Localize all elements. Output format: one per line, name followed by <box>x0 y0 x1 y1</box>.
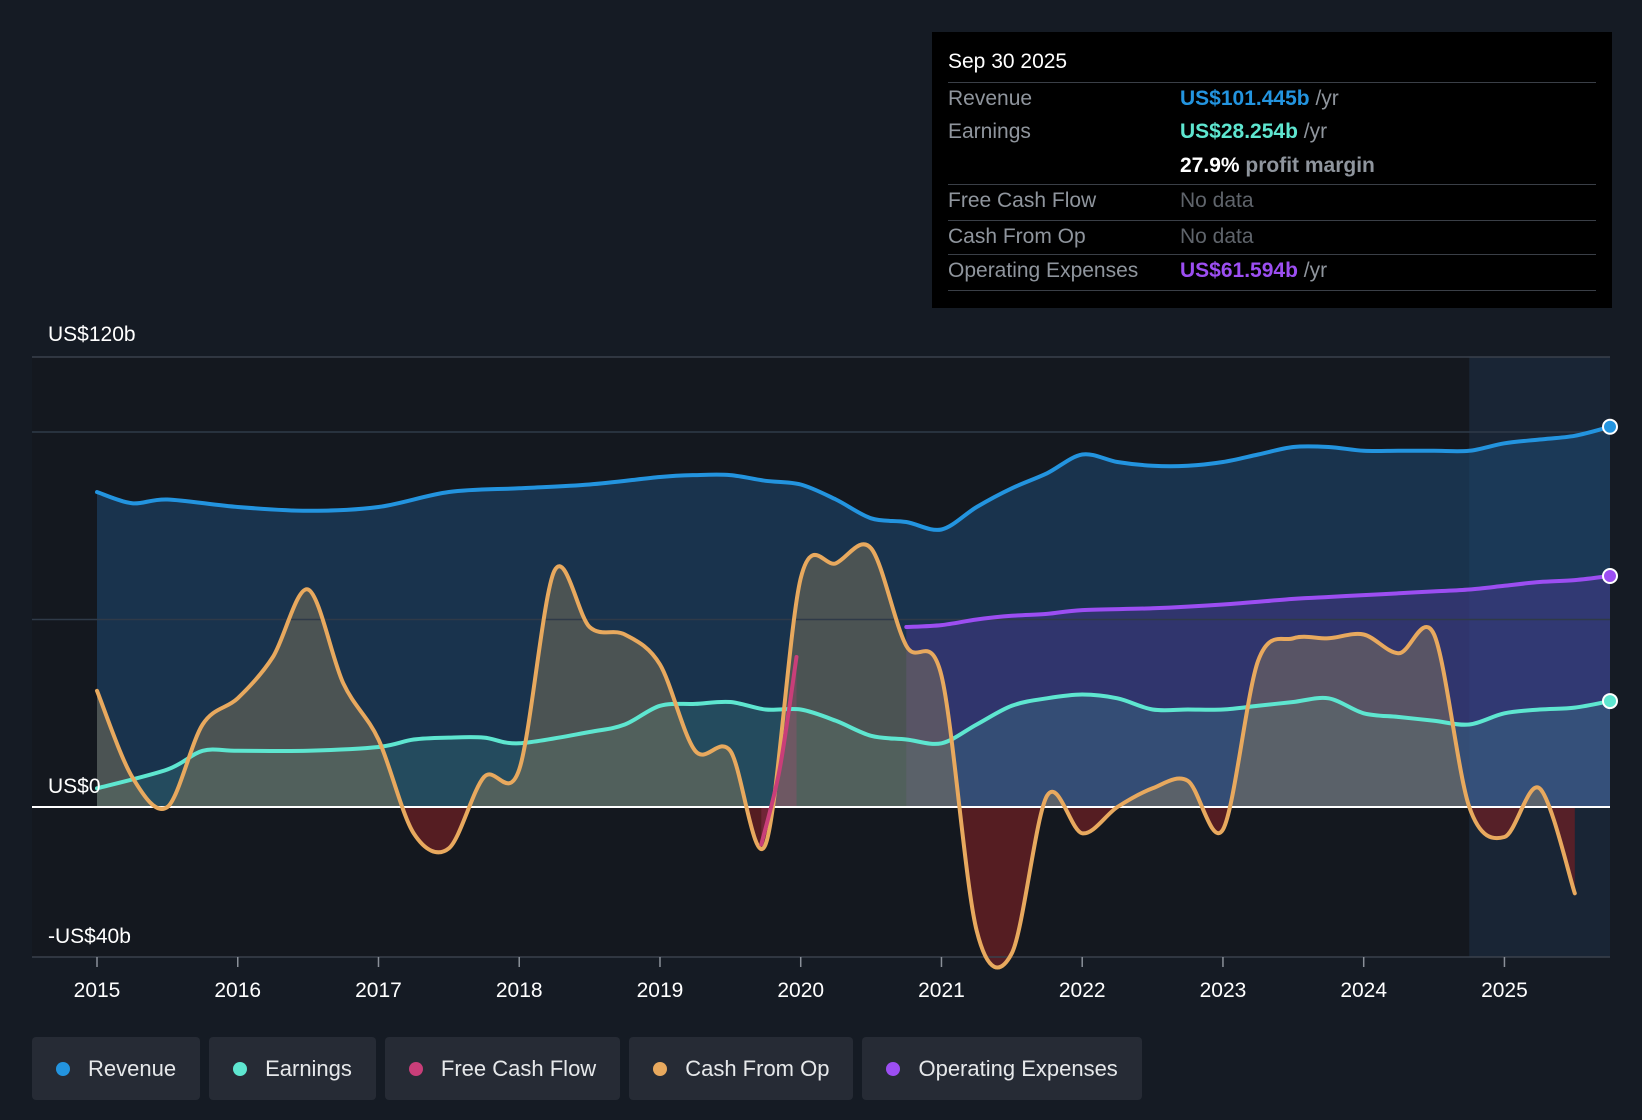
x-tick-label: 2022 <box>1059 979 1106 1002</box>
free-cash-flow-dot-icon <box>408 1061 423 1076</box>
tooltip-divider <box>948 290 1596 291</box>
tooltip-date: Sep 30 2025 <box>948 50 1068 73</box>
legend-item-revenue[interactable]: Revenue <box>32 1037 201 1100</box>
tooltip-cfo-value: No data <box>1180 225 1254 248</box>
tooltip-fcf-value: No data <box>1180 189 1254 212</box>
tooltip-opex-value: US$61.594b <box>1180 259 1298 282</box>
tooltip-earnings-label: Earnings <box>948 120 1031 143</box>
x-tick-label: 2019 <box>637 979 684 1002</box>
legend-label-cash-from-op: Cash From Op <box>685 1055 830 1081</box>
x-tick-label: 2025 <box>1481 979 1528 1002</box>
tooltip-margin-label: profit margin <box>1245 154 1375 177</box>
revenue-endpoint <box>1602 418 1618 435</box>
y-tick-label: US$120b <box>48 323 136 346</box>
legend-item-operating-expenses[interactable]: Operating Expenses <box>862 1037 1142 1100</box>
tooltip-row-revenue: Revenue US$101.445b /yr <box>948 82 1596 117</box>
cash-from-op-area-positive <box>97 544 1575 807</box>
tooltip-revenue-value: US$101.445b <box>1180 87 1310 110</box>
x-tick-label: 2020 <box>777 979 824 1002</box>
operating-expenses-endpoint <box>1602 568 1618 584</box>
x-tick-label: 2017 <box>355 979 402 1002</box>
legend-item-free-cash-flow[interactable]: Free Cash Flow <box>384 1037 621 1100</box>
revenue-line <box>95 424 1612 532</box>
revenue-dot-icon <box>56 1061 70 1076</box>
free-cash-flow-area <box>761 657 797 845</box>
tooltip-revenue-unit: /yr <box>1315 87 1339 110</box>
x-tick-label: 2016 <box>214 979 261 1002</box>
y-tick-label: US$0 <box>48 775 101 798</box>
tooltip-row-margin: 27.9% profit margin <box>948 150 1596 184</box>
tooltip-earnings-value: US$28.254b <box>1180 120 1298 143</box>
tooltip-row-fcf: Free Cash Flow No data <box>948 184 1596 219</box>
operating-expenses-dot-icon <box>886 1061 901 1076</box>
earnings-area <box>97 694 1610 807</box>
x-tick-label: 2015 <box>74 979 121 1002</box>
x-tick-label: 2023 <box>1200 979 1247 1002</box>
tooltip-row-earnings: Earnings US$28.254b /yr <box>948 116 1596 150</box>
legend-label-free-cash-flow: Free Cash Flow <box>440 1055 597 1081</box>
x-tick-label: 2021 <box>918 979 965 1002</box>
tooltip-opex-label: Operating Expenses <box>948 259 1139 282</box>
tooltip-earnings-unit: /yr <box>1303 120 1328 143</box>
cash-from-op-line <box>95 542 1577 970</box>
cash-from-op-dot-icon <box>653 1061 668 1076</box>
free-cash-flow-line <box>759 655 799 847</box>
legend-item-earnings[interactable]: Earnings <box>209 1037 376 1100</box>
x-tick-label: 2024 <box>1340 979 1387 1002</box>
revenue-area <box>97 426 1610 807</box>
tooltip-fcf-label: Free Cash Flow <box>948 189 1097 212</box>
earnings-endpoint <box>1602 693 1618 710</box>
earnings-line <box>95 692 1612 791</box>
legend-label-earnings: Earnings <box>265 1055 352 1081</box>
tooltip: Sep 30 2025 Revenue US$101.445b /yr Earn… <box>932 32 1612 308</box>
x-tick-label: 2018 <box>496 979 543 1002</box>
earnings-dot-icon <box>233 1061 248 1076</box>
operating-expenses-line <box>904 574 1612 629</box>
tooltip-revenue-label: Revenue <box>948 87 1033 110</box>
legend-item-cash-from-op[interactable]: Cash From Op <box>629 1037 854 1100</box>
tooltip-cfo-label: Cash From Op <box>948 225 1086 248</box>
legend-label-revenue: Revenue <box>88 1055 177 1081</box>
legend: Revenue Earnings Free Cash Flow Cash Fro… <box>32 1037 1142 1100</box>
legend-label-operating-expenses: Operating Expenses <box>918 1055 1118 1081</box>
tooltip-row-opex: Operating Expenses US$61.594b /yr <box>948 254 1596 289</box>
tooltip-opex-unit: /yr <box>1303 259 1328 282</box>
tooltip-margin-value: 27.9% <box>1180 154 1240 177</box>
tooltip-row-cfo: Cash From Op No data <box>948 220 1596 255</box>
y-tick-label: -US$40b <box>48 925 131 948</box>
